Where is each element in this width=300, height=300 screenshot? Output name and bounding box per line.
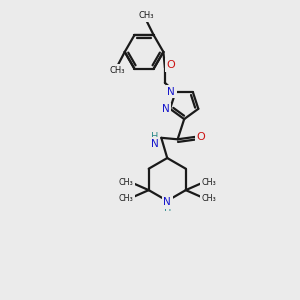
Text: H: H bbox=[151, 132, 158, 142]
Text: CH₃: CH₃ bbox=[118, 178, 133, 187]
Text: CH₃: CH₃ bbox=[110, 66, 125, 75]
Text: N: N bbox=[167, 87, 175, 97]
Text: CH₃: CH₃ bbox=[139, 11, 154, 20]
Text: N: N bbox=[164, 197, 171, 207]
Text: CH₃: CH₃ bbox=[202, 178, 216, 187]
Text: O: O bbox=[196, 132, 205, 142]
Text: H: H bbox=[164, 203, 171, 213]
Text: CH₃: CH₃ bbox=[118, 194, 133, 202]
Text: N: N bbox=[151, 139, 159, 149]
Text: CH₃: CH₃ bbox=[202, 194, 216, 202]
Text: O: O bbox=[167, 60, 175, 70]
Text: N: N bbox=[162, 104, 170, 114]
